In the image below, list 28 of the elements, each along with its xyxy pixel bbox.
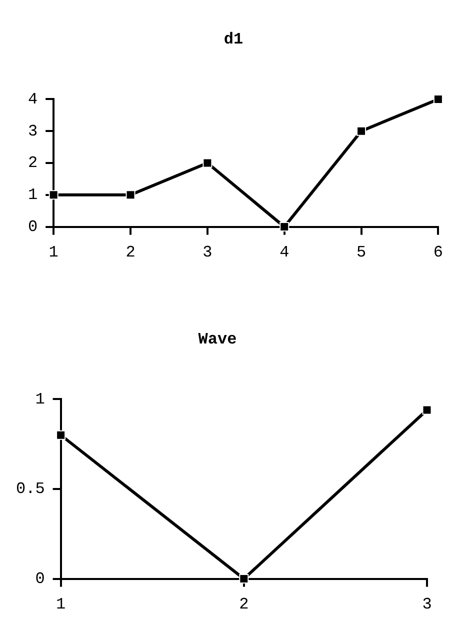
- point: [356, 126, 366, 136]
- y-tick-label: 1: [28, 186, 38, 204]
- x-tick-label: 1: [48, 244, 58, 262]
- x-tick-label: 5: [356, 244, 366, 262]
- point: [433, 94, 443, 104]
- point: [422, 405, 432, 415]
- y-tick-label: 0: [28, 218, 38, 236]
- point: [126, 190, 136, 200]
- point: [48, 190, 58, 200]
- chart-title: Wave: [198, 330, 237, 349]
- x-tick-label: 2: [126, 244, 136, 262]
- x-tick-label: 2: [239, 596, 249, 614]
- y-tick-label: 3: [28, 122, 38, 140]
- chart-title: d1: [224, 30, 244, 49]
- point: [239, 574, 249, 584]
- x-tick-label: 3: [202, 244, 212, 262]
- x-tick-label: 4: [280, 244, 290, 262]
- point: [56, 430, 66, 440]
- point: [202, 158, 212, 168]
- y-tick-label: 1: [35, 390, 45, 408]
- point: [280, 222, 290, 232]
- y-tick-label: 0.5: [16, 480, 45, 498]
- y-tick-label: 2: [28, 154, 38, 172]
- x-tick-label: 6: [433, 244, 444, 262]
- y-tick-label: 4: [28, 90, 38, 108]
- y-tick-label: 0: [35, 570, 45, 588]
- x-tick-label: 1: [56, 596, 66, 614]
- x-tick-label: 3: [422, 596, 432, 614]
